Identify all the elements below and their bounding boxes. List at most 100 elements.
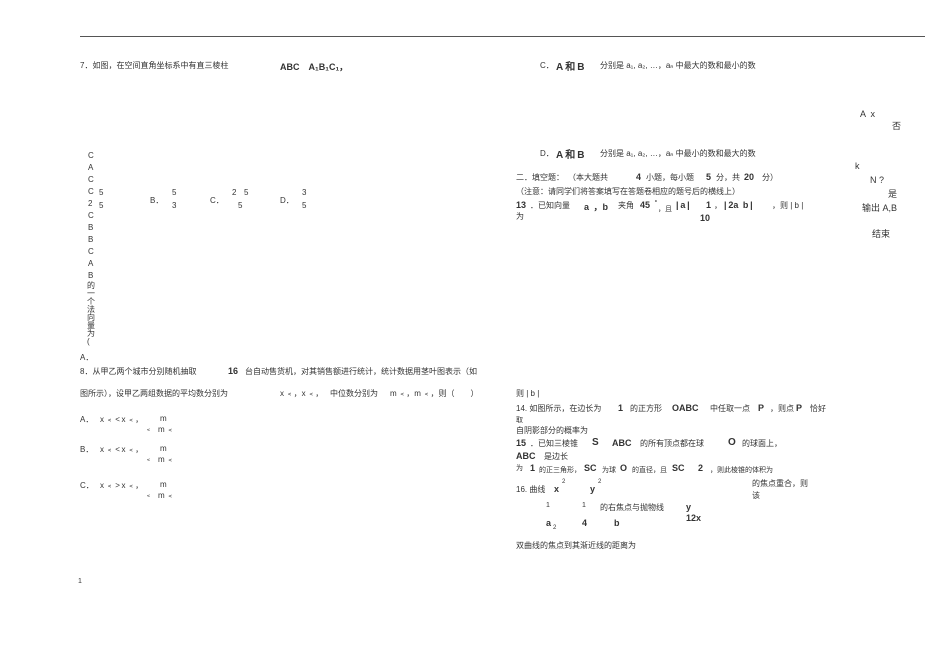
flow-optC-AB: A 和 B: [556, 58, 584, 73]
page-canvas: { "left": { "q7_line": "7．如图，在空间直角坐标系中有直…: [0, 0, 945, 655]
q16-bottom: 双曲线的焦点到其渐近线的距离为: [516, 540, 636, 551]
flow-k: k: [855, 160, 860, 172]
q7-optB-n1: 5: [172, 188, 176, 197]
sec2-d: 5: [706, 172, 711, 182]
q15-1: 1: [530, 463, 535, 473]
q14-zrq: 中任取一点: [710, 403, 750, 414]
q16-mid-text: 的右焦点与抛物线: [600, 502, 664, 513]
q16-x-sup: 2: [562, 479, 565, 485]
q7-optB-label: B．: [150, 195, 163, 206]
q13-comma: ，: [714, 200, 722, 211]
q13-10: 10: [700, 213, 710, 223]
q8-optC-caret: ﹤: [145, 490, 152, 500]
flow-Nq: N ?: [870, 174, 884, 186]
q7-optC-n1b: 5: [244, 188, 248, 197]
q7-vertical-letters: C A C C 2 C B B C A B: [88, 150, 100, 282]
q15-ABC2: ABC: [516, 451, 536, 461]
q8-line2-mm: m ﹤，m ﹤，则（ ）: [390, 388, 479, 399]
q15-O2: O: [620, 463, 627, 473]
q8-optA-label: A．: [80, 414, 93, 425]
q8-line2a: 图所示），设甲乙两组数据的平均数分别为: [80, 388, 228, 399]
flow-optD-AB: A 和 B: [556, 146, 584, 161]
flow-optD-label: D．: [540, 148, 554, 159]
q14-zd: ，则点: [770, 403, 794, 414]
q14-line2: 自阴影部分的概率为: [516, 425, 588, 436]
q16-a: a: [546, 518, 551, 528]
q7-optD-n2: 5: [302, 201, 306, 210]
q16-1a: 1: [546, 502, 550, 509]
q16-r1: 的焦点重合，则: [752, 478, 808, 489]
q8-16: 16: [228, 366, 238, 376]
q16-a2: 2: [553, 525, 556, 531]
q16-y2: y: [686, 502, 691, 512]
q15-S: S: [592, 437, 599, 448]
q16-1b: 1: [582, 502, 586, 509]
flow-Ax: A x: [860, 108, 875, 120]
q13-tail: ，则 | b |: [772, 200, 803, 211]
q16-12x: 12x: [686, 513, 701, 523]
q15-tij: ，则此棱锥的体积为: [710, 465, 773, 475]
top-divider: [80, 36, 925, 37]
q8-optB-m2: m ﹤: [158, 454, 174, 465]
q7-lone-A: A．: [80, 352, 93, 363]
q15-wei: 为: [516, 463, 523, 473]
q7-abc: ABC A₁B₁C₁，: [280, 60, 348, 73]
q13-abs-2ab: | 2a b |: [724, 200, 753, 210]
q8-optB-caret: ﹤: [145, 454, 152, 464]
q15-SC2: SC: [672, 463, 685, 473]
q8-prefix: 8．从甲乙两个城市分别随机抽取: [80, 366, 196, 377]
q13-jiajiao: 夹角: [618, 200, 634, 211]
q14-OABC: OABC: [672, 403, 699, 413]
q15-qm: 的球面上，: [742, 438, 782, 449]
page-number: 1: [78, 578, 82, 585]
sec2-e: 分，共: [716, 172, 740, 183]
q8-optA-caret: ﹤: [145, 424, 152, 434]
q8-suffix: 台自动售货机，对其销售额进行统计，统计数据用茎叶图表示（如: [245, 366, 477, 377]
flow-optD-rest: 分别是 a₁, a₂, …，aₙ 中最小的数和最大的数: [600, 148, 756, 159]
sec2-a: 二．填空题： （本大题共: [516, 172, 608, 183]
flow-yes: 是: [888, 188, 897, 200]
q16-lbl: 16. 曲线: [516, 484, 545, 495]
flow-no: 否: [892, 120, 901, 132]
flow-out: 输出 A,B: [862, 202, 897, 214]
q8-line2-xx: x ﹤，x ﹤，: [280, 388, 323, 399]
q7-optC-label: C．: [210, 195, 224, 206]
q14-P2: P: [796, 403, 802, 413]
q7-optD-label: D．: [280, 195, 294, 206]
q16-4: 4: [582, 518, 587, 528]
q13-ze: 则 | b |: [516, 388, 539, 399]
q7-optC-n1a: 2: [232, 188, 236, 197]
q16-y-sup: 2: [598, 479, 601, 485]
flow-optC-label: C．: [540, 60, 554, 71]
q13-abs-a: | a |: [676, 200, 690, 210]
q15-sbc: 是边长: [544, 451, 568, 462]
q16-x: x: [554, 484, 559, 494]
q8-optB-m1: m: [160, 444, 167, 453]
q7-text: 7．如图，在空间直角坐标系中有直三棱柱: [80, 60, 228, 71]
q8-optC-x: x ﹤ > x ﹤，: [100, 480, 143, 491]
q8-optB-x: x ﹤ < x ﹤，: [100, 444, 143, 455]
q8-optA-m1: m: [160, 414, 167, 423]
q8-mid: 中位数分别为: [330, 388, 378, 399]
q13-wei: 为: [516, 211, 524, 222]
q8-optB-label: B．: [80, 444, 93, 455]
q14-P: P: [758, 403, 764, 413]
q15-wq: 为球: [602, 465, 616, 475]
q8-optC-label: C．: [80, 480, 94, 491]
q13-a: ．已知向量: [530, 200, 570, 211]
q15-a: ．已知三棱锥: [530, 438, 578, 449]
sec2-f: 20: [744, 172, 754, 182]
q8-optC-m2: m ﹤: [158, 490, 174, 501]
q7-optD-n1: 3: [302, 188, 306, 197]
q13-45: 45: [640, 200, 650, 210]
q15-rest: 的所有顶点都在球: [640, 438, 704, 449]
sec2-note: （注意：请同学们将答案填写在答题卷相应的题号后的横线上）: [516, 186, 740, 197]
q7-optB-n2: 3: [172, 201, 176, 210]
flow-optC-rest: 分别是 a₁, a₂, …，aₙ 中最大的数和最小的数: [600, 60, 756, 71]
sec2-c: 小题，每小题: [646, 172, 694, 183]
q15-2: 2: [698, 463, 703, 473]
q14-a: 14. 如图所示，在边长为: [516, 403, 601, 414]
q15-num: 15: [516, 438, 526, 448]
q14-1: 1: [618, 403, 623, 413]
q15-O: O: [728, 437, 736, 448]
